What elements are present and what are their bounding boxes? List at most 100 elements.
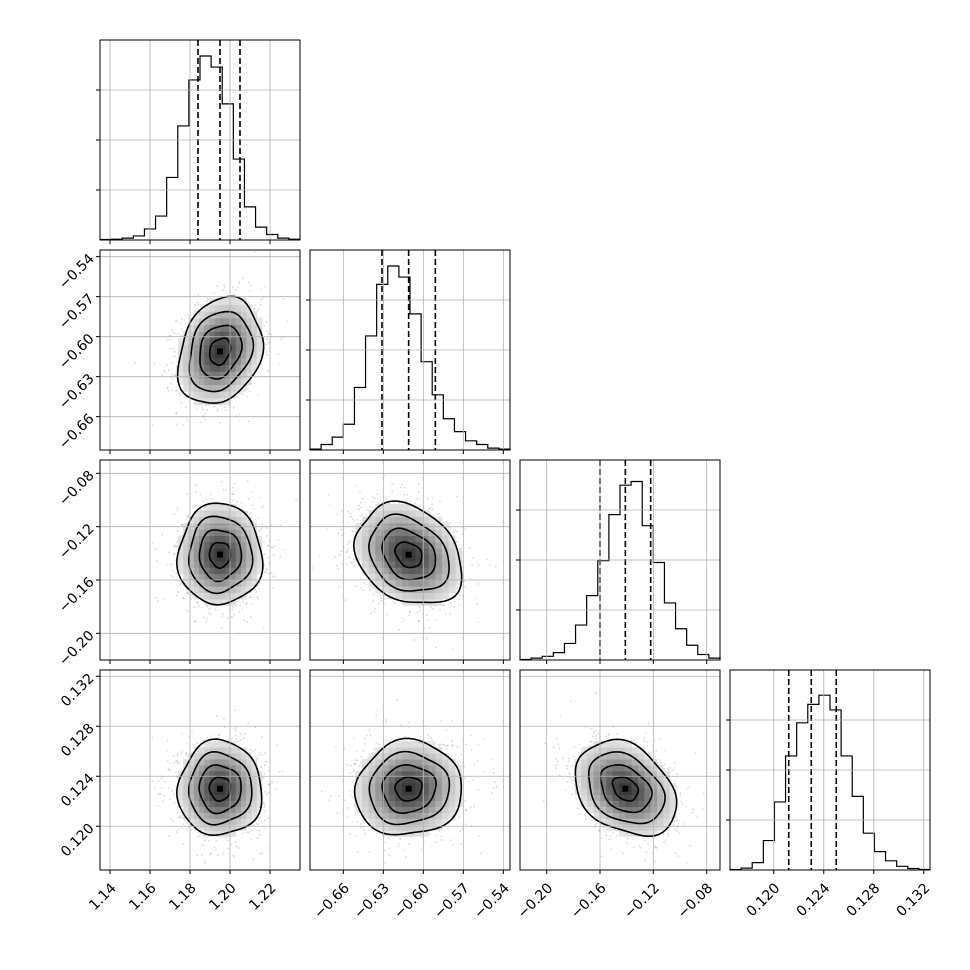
sample-point <box>179 322 182 325</box>
sample-point <box>362 589 365 592</box>
sample-point <box>173 513 176 516</box>
median-marker <box>405 551 412 558</box>
hist-step <box>729 694 931 871</box>
sample-point <box>246 388 249 391</box>
density-cell <box>225 344 231 352</box>
density-cell <box>214 364 221 372</box>
sample-point <box>449 602 452 604</box>
scatter-panel-3-0 <box>151 709 284 870</box>
sample-point <box>435 646 437 649</box>
density-cell <box>230 391 237 399</box>
sample-point <box>258 582 261 585</box>
sample-point <box>458 603 460 606</box>
sample-point <box>408 610 411 613</box>
sample-point <box>175 319 177 322</box>
sample-point <box>384 497 387 500</box>
sample-point <box>223 286 226 289</box>
sample-point <box>408 614 411 616</box>
sample-point <box>175 389 178 391</box>
sample-point <box>171 388 173 391</box>
density-cell <box>183 351 189 359</box>
sample-point <box>380 597 383 600</box>
sample-point <box>347 521 350 523</box>
sample-point <box>227 617 229 619</box>
hist-step <box>519 480 721 661</box>
sample-point <box>277 538 280 541</box>
sample-point <box>187 610 190 613</box>
density-cell <box>235 344 242 352</box>
density-cell <box>214 391 221 399</box>
sample-point <box>272 554 275 557</box>
sample-point <box>325 528 328 530</box>
sample-point <box>340 509 343 512</box>
sample-point <box>205 404 208 407</box>
density-cell <box>193 398 200 406</box>
sample-point <box>371 501 374 503</box>
density-cell <box>220 391 226 399</box>
sample-point <box>486 558 489 561</box>
density-cell <box>204 378 210 386</box>
density-cell <box>225 398 231 406</box>
sample-point <box>247 420 250 423</box>
density-cell <box>199 331 205 339</box>
sample-point <box>255 590 258 593</box>
density-cell <box>251 351 258 359</box>
density-cell <box>183 378 189 386</box>
density-cell <box>214 304 221 312</box>
sample-point <box>175 594 178 597</box>
sample-point <box>231 608 234 611</box>
sample-point <box>418 620 421 622</box>
sample-point <box>263 541 265 544</box>
density-cell <box>214 311 221 319</box>
sample-point <box>180 401 183 404</box>
sample-point <box>214 608 217 611</box>
sample-point <box>451 648 454 650</box>
sample-point <box>210 613 212 616</box>
sample-point <box>261 523 263 526</box>
sample-point <box>161 374 163 377</box>
sample-point <box>249 390 252 393</box>
sample-point <box>327 494 330 496</box>
density-cell <box>225 384 231 392</box>
sample-point <box>173 553 176 556</box>
sample-point <box>356 518 359 521</box>
sample-point <box>179 583 182 585</box>
sample-point <box>337 567 339 570</box>
sample-point <box>267 573 270 575</box>
sample-point <box>175 368 178 370</box>
density-cell <box>230 364 237 372</box>
density-cell <box>246 371 252 379</box>
sample-point <box>190 593 193 596</box>
sample-point <box>259 303 262 306</box>
density-cell <box>230 304 237 312</box>
sample-point <box>361 513 364 516</box>
density-cell <box>204 311 210 319</box>
density-cell <box>241 311 247 319</box>
sample-point <box>165 339 168 342</box>
sample-point <box>213 405 216 408</box>
sample-point <box>179 392 182 395</box>
sample-point <box>249 285 252 287</box>
sample-point <box>346 548 349 551</box>
sample-point <box>360 586 362 589</box>
sample-point <box>169 347 172 350</box>
density-cell <box>214 338 221 346</box>
density-cell <box>178 338 184 346</box>
sample-point <box>311 567 314 569</box>
sample-point <box>222 488 225 491</box>
sample-point <box>455 530 458 533</box>
density-cell <box>220 304 226 312</box>
density-cell <box>214 378 221 386</box>
sample-point <box>222 289 225 292</box>
sample-point <box>167 369 170 372</box>
sample-point <box>175 373 177 376</box>
sample-point <box>364 583 367 586</box>
sample-point <box>175 412 178 415</box>
sample-point <box>166 386 169 389</box>
sample-point <box>187 514 190 517</box>
sample-point <box>175 411 178 414</box>
density-cell <box>241 338 247 346</box>
density-cell <box>230 344 237 352</box>
sample-point <box>336 513 339 516</box>
sample-point <box>177 332 179 335</box>
